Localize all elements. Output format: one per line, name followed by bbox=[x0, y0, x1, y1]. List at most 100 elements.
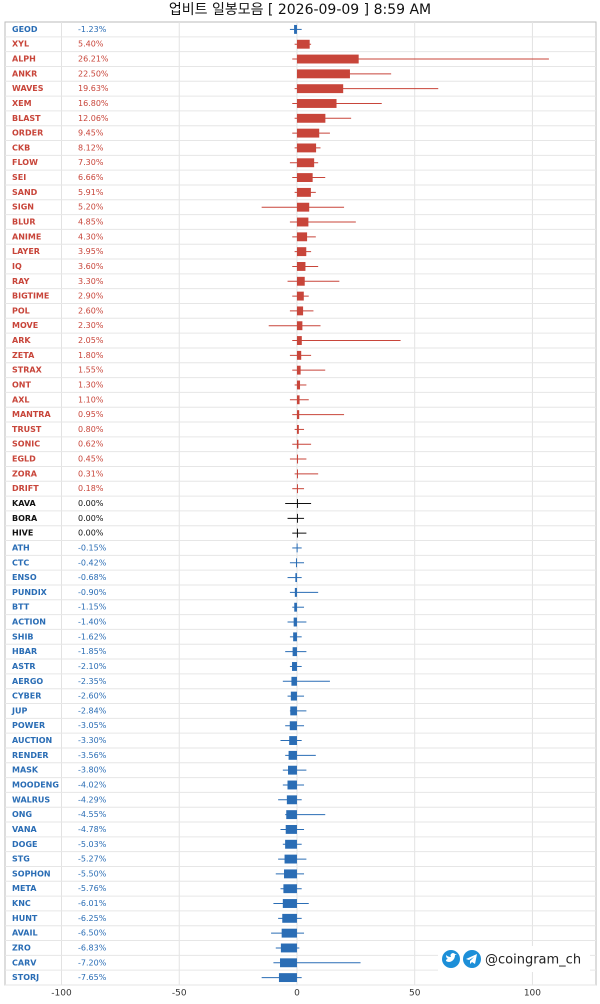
change-label: 1.30% bbox=[78, 380, 104, 389]
change-bar bbox=[292, 647, 297, 657]
ticker-label: SHIB bbox=[12, 632, 34, 641]
change-bar bbox=[296, 262, 306, 271]
ticker-label: SOPHON bbox=[12, 869, 51, 878]
change-label: -0.15% bbox=[78, 543, 107, 552]
change-bar bbox=[296, 84, 344, 94]
change-bar bbox=[296, 528, 298, 538]
change-label: -0.90% bbox=[78, 588, 107, 597]
x-tick-label: 50 bbox=[409, 989, 421, 999]
x-tick-label: 100 bbox=[524, 989, 541, 999]
ticker-label: RENDER bbox=[12, 751, 49, 760]
change-label: -0.42% bbox=[78, 558, 107, 567]
ticker-label: ONG bbox=[12, 810, 32, 819]
ticker-label: LAYER bbox=[12, 247, 40, 256]
change-label: 1.80% bbox=[78, 351, 104, 360]
change-bar bbox=[296, 380, 301, 390]
change-bar bbox=[293, 617, 297, 627]
ticker-label: BLAST bbox=[12, 114, 41, 123]
ticker-label: BLUR bbox=[12, 218, 36, 227]
ticker-label: ANIME bbox=[12, 232, 41, 241]
ticker-label: STG bbox=[12, 855, 30, 864]
ticker-label: HIVE bbox=[12, 529, 33, 538]
ticker-label: VANA bbox=[12, 825, 38, 834]
change-bar bbox=[284, 854, 297, 864]
change-label: 4.30% bbox=[78, 232, 104, 241]
ticker-label: AUCTION bbox=[12, 736, 52, 745]
ticker-label: WAVES bbox=[12, 84, 44, 93]
change-bar bbox=[296, 232, 308, 242]
change-bar bbox=[296, 350, 302, 360]
change-label: 3.95% bbox=[78, 247, 104, 256]
ticker-label: ACTION bbox=[12, 618, 46, 627]
change-label: 3.60% bbox=[78, 262, 104, 271]
change-bar bbox=[296, 543, 298, 553]
ticker-label: META bbox=[12, 884, 37, 893]
change-bar bbox=[294, 587, 297, 597]
change-label: -3.80% bbox=[78, 766, 107, 775]
change-bar bbox=[296, 395, 300, 405]
change-label: -5.03% bbox=[78, 840, 107, 849]
change-label: 7.30% bbox=[78, 158, 104, 167]
chart-title: 업비트 일봉모음 [ 2026-09-09 ] 8:59 AM bbox=[169, 2, 431, 18]
ticker-label: ZETA bbox=[12, 351, 35, 360]
change-label: -5.50% bbox=[78, 869, 107, 878]
change-label: -4.55% bbox=[78, 810, 107, 819]
change-label: 2.60% bbox=[78, 306, 104, 315]
change-bar bbox=[283, 884, 297, 894]
change-bar bbox=[282, 913, 297, 923]
watermark: @coingram_ch bbox=[438, 946, 590, 972]
change-bar bbox=[296, 336, 302, 345]
ticker-label: ALPH bbox=[12, 55, 36, 64]
ticker-label: IQ bbox=[12, 262, 22, 271]
change-label: 0.80% bbox=[78, 425, 104, 434]
ticker-label: XYL bbox=[12, 40, 29, 49]
change-bar bbox=[295, 573, 297, 583]
change-label: -2.10% bbox=[78, 662, 107, 671]
change-label: 0.31% bbox=[78, 469, 104, 478]
change-bar bbox=[292, 662, 297, 671]
change-bar bbox=[296, 39, 310, 49]
change-bar bbox=[296, 513, 298, 523]
change-bar bbox=[296, 54, 359, 64]
ticker-label: JUP bbox=[11, 706, 27, 715]
change-label: -1.62% bbox=[78, 632, 107, 641]
change-label: 1.55% bbox=[78, 366, 104, 375]
change-label: 0.45% bbox=[78, 455, 104, 464]
change-label: -5.27% bbox=[78, 855, 107, 864]
change-label: -1.23% bbox=[78, 25, 107, 34]
ticker-label: SAND bbox=[12, 188, 38, 197]
change-bar bbox=[296, 143, 317, 153]
ticker-label: KNC bbox=[12, 899, 31, 908]
change-label: -2.84% bbox=[78, 706, 107, 715]
ticker-label: MASK bbox=[12, 766, 39, 775]
change-bar bbox=[296, 202, 310, 212]
change-bar bbox=[281, 928, 297, 938]
change-bar bbox=[296, 69, 350, 79]
change-label: 0.00% bbox=[78, 529, 104, 538]
ticker-label: AERGO bbox=[12, 677, 43, 686]
change-label: -4.02% bbox=[78, 780, 107, 789]
change-label: 0.95% bbox=[78, 410, 104, 419]
ticker-label: AXL bbox=[12, 395, 29, 404]
ticker-label: ANKR bbox=[12, 69, 37, 78]
change-bar bbox=[296, 469, 298, 479]
change-bar bbox=[296, 410, 300, 420]
ticker-label: TRUST bbox=[12, 425, 42, 434]
change-label: -6.50% bbox=[78, 929, 107, 938]
ticker-label: DOGE bbox=[12, 840, 37, 849]
change-bar bbox=[296, 306, 304, 316]
ticker-label: CYBER bbox=[12, 692, 41, 701]
change-bar bbox=[294, 602, 297, 612]
change-label: -4.78% bbox=[78, 825, 107, 834]
ticker-label: SEI bbox=[12, 173, 26, 182]
change-label: -6.01% bbox=[78, 899, 107, 908]
change-label: -7.65% bbox=[78, 973, 107, 982]
change-bar bbox=[296, 291, 304, 301]
ticker-label: POL bbox=[12, 306, 30, 315]
change-bar bbox=[291, 676, 297, 686]
change-bar bbox=[289, 721, 297, 731]
change-label: -3.30% bbox=[78, 736, 107, 745]
ticker-label: ONT bbox=[12, 380, 31, 389]
ticker-label: CTC bbox=[12, 558, 29, 567]
ticker-label: HBAR bbox=[12, 647, 37, 656]
